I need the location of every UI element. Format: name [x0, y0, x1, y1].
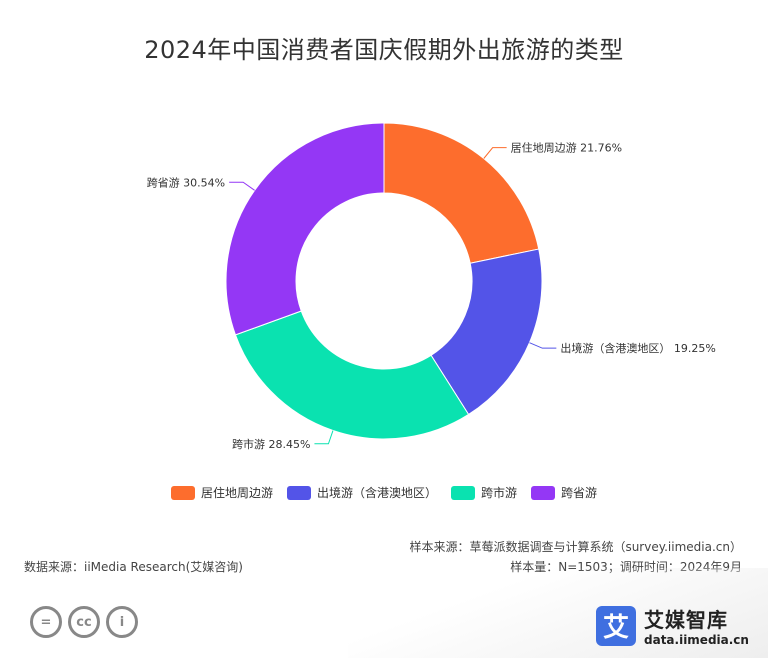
slice-nearby[interactable] [383, 122, 540, 264]
data-label-outbound: 出境游（含港澳地区） 19.25% [560, 341, 715, 355]
donut-chart: 居住地周边游 21.76% 出境游（含港澳地区） 19.25% 跨市游 28.45%… [147, 122, 716, 451]
leader-line-outbound [529, 342, 557, 349]
license-icons: = cc i [30, 606, 138, 638]
legend-swatch-interprovince [531, 485, 556, 500]
brand-url: data.iimedia.cn [644, 633, 749, 647]
leader-line-nearby [483, 147, 507, 159]
leader-line-intercity [314, 430, 334, 445]
legend-label-intercity: 跨市游 [481, 486, 518, 500]
leader-line-interprovince [229, 181, 255, 191]
sample-source: 样本来源：草莓派数据调查与计算系统（survey.iimedia.cn） [409, 540, 742, 554]
legend-label-interprovince: 跨省游 [561, 486, 598, 500]
person-icon: i [106, 606, 138, 638]
legend-swatch-nearby [170, 485, 195, 500]
cc-icon: cc [68, 606, 100, 638]
bottom-decoration [348, 568, 768, 658]
data-label-nearby: 居住地周边游 21.76% [511, 141, 622, 155]
brand-name: 艾媒智库 [644, 608, 728, 632]
data-label-intercity: 跨市游 28.45% [232, 437, 310, 451]
slice-intercity[interactable] [234, 310, 470, 440]
data-label-interprovince: 跨省游 30.54% [147, 176, 225, 189]
slice-interprovince[interactable] [225, 122, 385, 336]
legend-label-outbound: 出境游（含港澳地区） [316, 486, 437, 500]
legend-item-intercity[interactable]: 跨市游 [451, 484, 517, 501]
legend-swatch-outbound [286, 485, 311, 500]
slice-outbound[interactable] [430, 248, 543, 416]
legend-item-nearby[interactable]: 居住地周边游 [170, 484, 273, 501]
legend-label-nearby: 居住地周边游 [200, 486, 273, 500]
chart-title: 2024年中国消费者国庆假期外出旅游的类型 [144, 36, 624, 64]
brand-icon: 艾 [596, 605, 636, 646]
data-source: 数据来源：iiMedia Research(艾媒咨询) [24, 560, 243, 574]
legend-item-interprovince[interactable]: 跨省游 [531, 484, 597, 501]
chart-legend: 居住地周边游 出境游（含港澳地区） 跨市游 跨省游 [0, 484, 768, 501]
brand-logo: 艾 艾媒智库 data.iimedia.cn [596, 604, 749, 647]
equals-icon: = [30, 606, 62, 638]
legend-swatch-intercity [451, 485, 475, 500]
legend-item-outbound[interactable]: 出境游（含港澳地区） [286, 484, 437, 501]
